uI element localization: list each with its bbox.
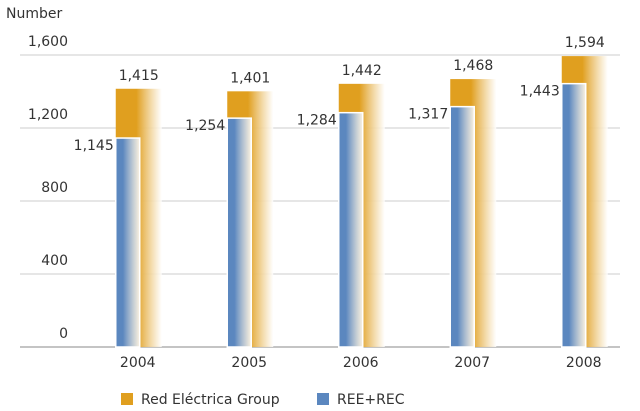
x-tick-label: 2005 — [231, 355, 267, 371]
bar — [338, 111, 364, 348]
legend-swatch — [317, 393, 329, 405]
value-label: 1,401 — [230, 70, 270, 86]
bar — [449, 105, 475, 348]
y-tick-label: 1,200 — [28, 107, 68, 123]
value-label: 1,442 — [342, 63, 382, 79]
value-label: 1,317 — [408, 107, 448, 123]
y-tick-label: 800 — [41, 180, 68, 196]
value-label: 1,468 — [453, 58, 493, 74]
value-label: 1,415 — [119, 68, 159, 84]
value-label: 1,443 — [520, 84, 560, 100]
x-tick-label: 2006 — [343, 355, 379, 371]
x-tick-label: 2008 — [566, 355, 602, 371]
x-tick-label: 2007 — [454, 355, 490, 371]
x-tick-label: 2004 — [120, 355, 156, 371]
y-tick-label: 400 — [41, 253, 68, 269]
value-label: 1,594 — [565, 35, 605, 51]
bar — [115, 137, 141, 348]
legend-swatch — [121, 393, 133, 405]
y-tick-label: 1,600 — [28, 34, 68, 50]
value-label: 1,284 — [297, 113, 337, 129]
bar — [561, 82, 587, 348]
y-tick-label: 0 — [59, 326, 68, 342]
value-label: 1,145 — [74, 138, 114, 154]
legend-label: REE+REC — [337, 392, 405, 408]
value-label: 1,254 — [185, 118, 225, 134]
y-axis-label: Number — [6, 6, 62, 22]
bar — [226, 117, 252, 348]
legend-label: Red Eléctrica Group — [141, 392, 280, 408]
